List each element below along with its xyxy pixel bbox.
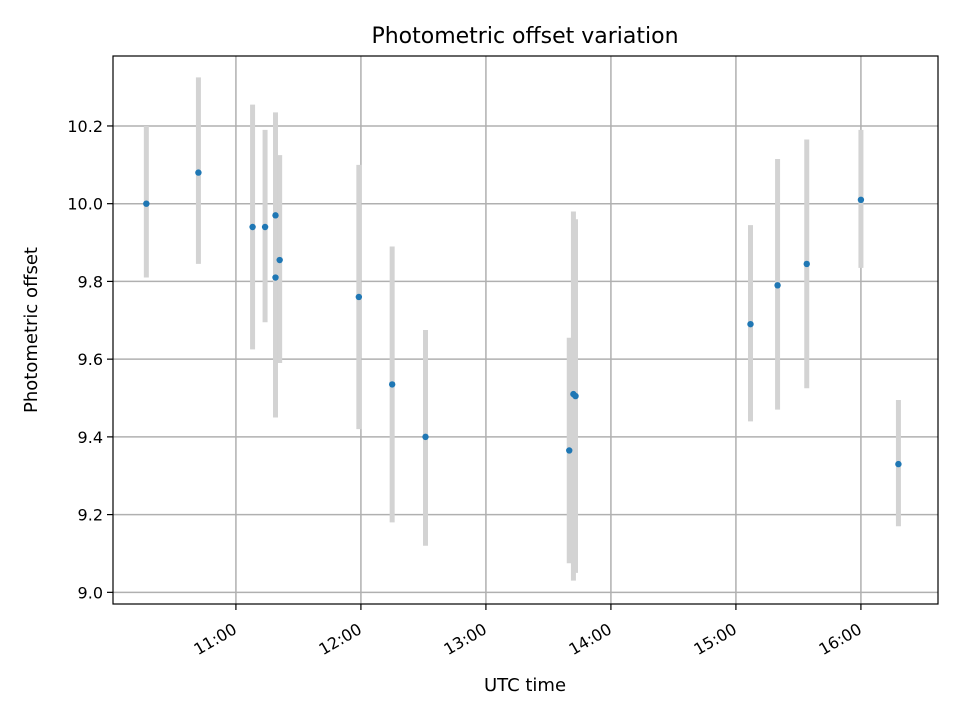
plot-frame xyxy=(112,55,939,605)
data-point xyxy=(272,212,279,219)
data-point xyxy=(355,293,363,301)
data-point xyxy=(572,392,579,400)
chart-title: Photometric offset variation xyxy=(371,24,678,49)
error-bars xyxy=(143,77,901,581)
x-tick-label: 15:00 xyxy=(690,619,739,659)
x-tick-label: 13:00 xyxy=(440,619,489,659)
x-tick-label: 16:00 xyxy=(815,619,864,659)
data-point xyxy=(803,260,810,268)
data-point xyxy=(747,320,754,328)
data-point xyxy=(895,460,902,468)
data-point xyxy=(566,447,573,454)
data-point xyxy=(272,274,279,281)
y-axis: 9.0 9.2 9.4 9.6 9.8 10.0 10.2 xyxy=(67,117,113,602)
y-tick-label: 10.0 xyxy=(67,195,103,214)
data-point xyxy=(143,200,150,207)
grid xyxy=(113,56,938,604)
y-tick-label: 9.0 xyxy=(78,583,103,602)
data-point xyxy=(422,433,429,441)
y-axis-label: Photometric offset xyxy=(21,247,42,413)
data-points xyxy=(143,169,902,468)
x-axis-label: UTC time xyxy=(484,675,566,696)
data-point xyxy=(857,196,865,204)
x-tick-label: 12:00 xyxy=(315,619,364,659)
y-tick-label: 9.6 xyxy=(78,350,103,369)
data-point xyxy=(774,282,781,289)
y-tick-label: 9.8 xyxy=(78,272,103,291)
y-tick-label: 9.2 xyxy=(78,506,103,525)
y-tick-label: 9.4 xyxy=(78,428,103,447)
x-tick-label: 11:00 xyxy=(190,619,239,659)
x-axis: 11:00 12:00 13:00 14:00 15:00 16:00 xyxy=(190,604,865,659)
data-point xyxy=(388,381,396,388)
data-point xyxy=(249,223,256,231)
x-tick-label: 14:00 xyxy=(565,619,614,659)
data-point xyxy=(195,169,202,176)
y-tick-label: 10.2 xyxy=(67,117,103,136)
data-point xyxy=(276,256,283,264)
data-point xyxy=(261,223,269,231)
